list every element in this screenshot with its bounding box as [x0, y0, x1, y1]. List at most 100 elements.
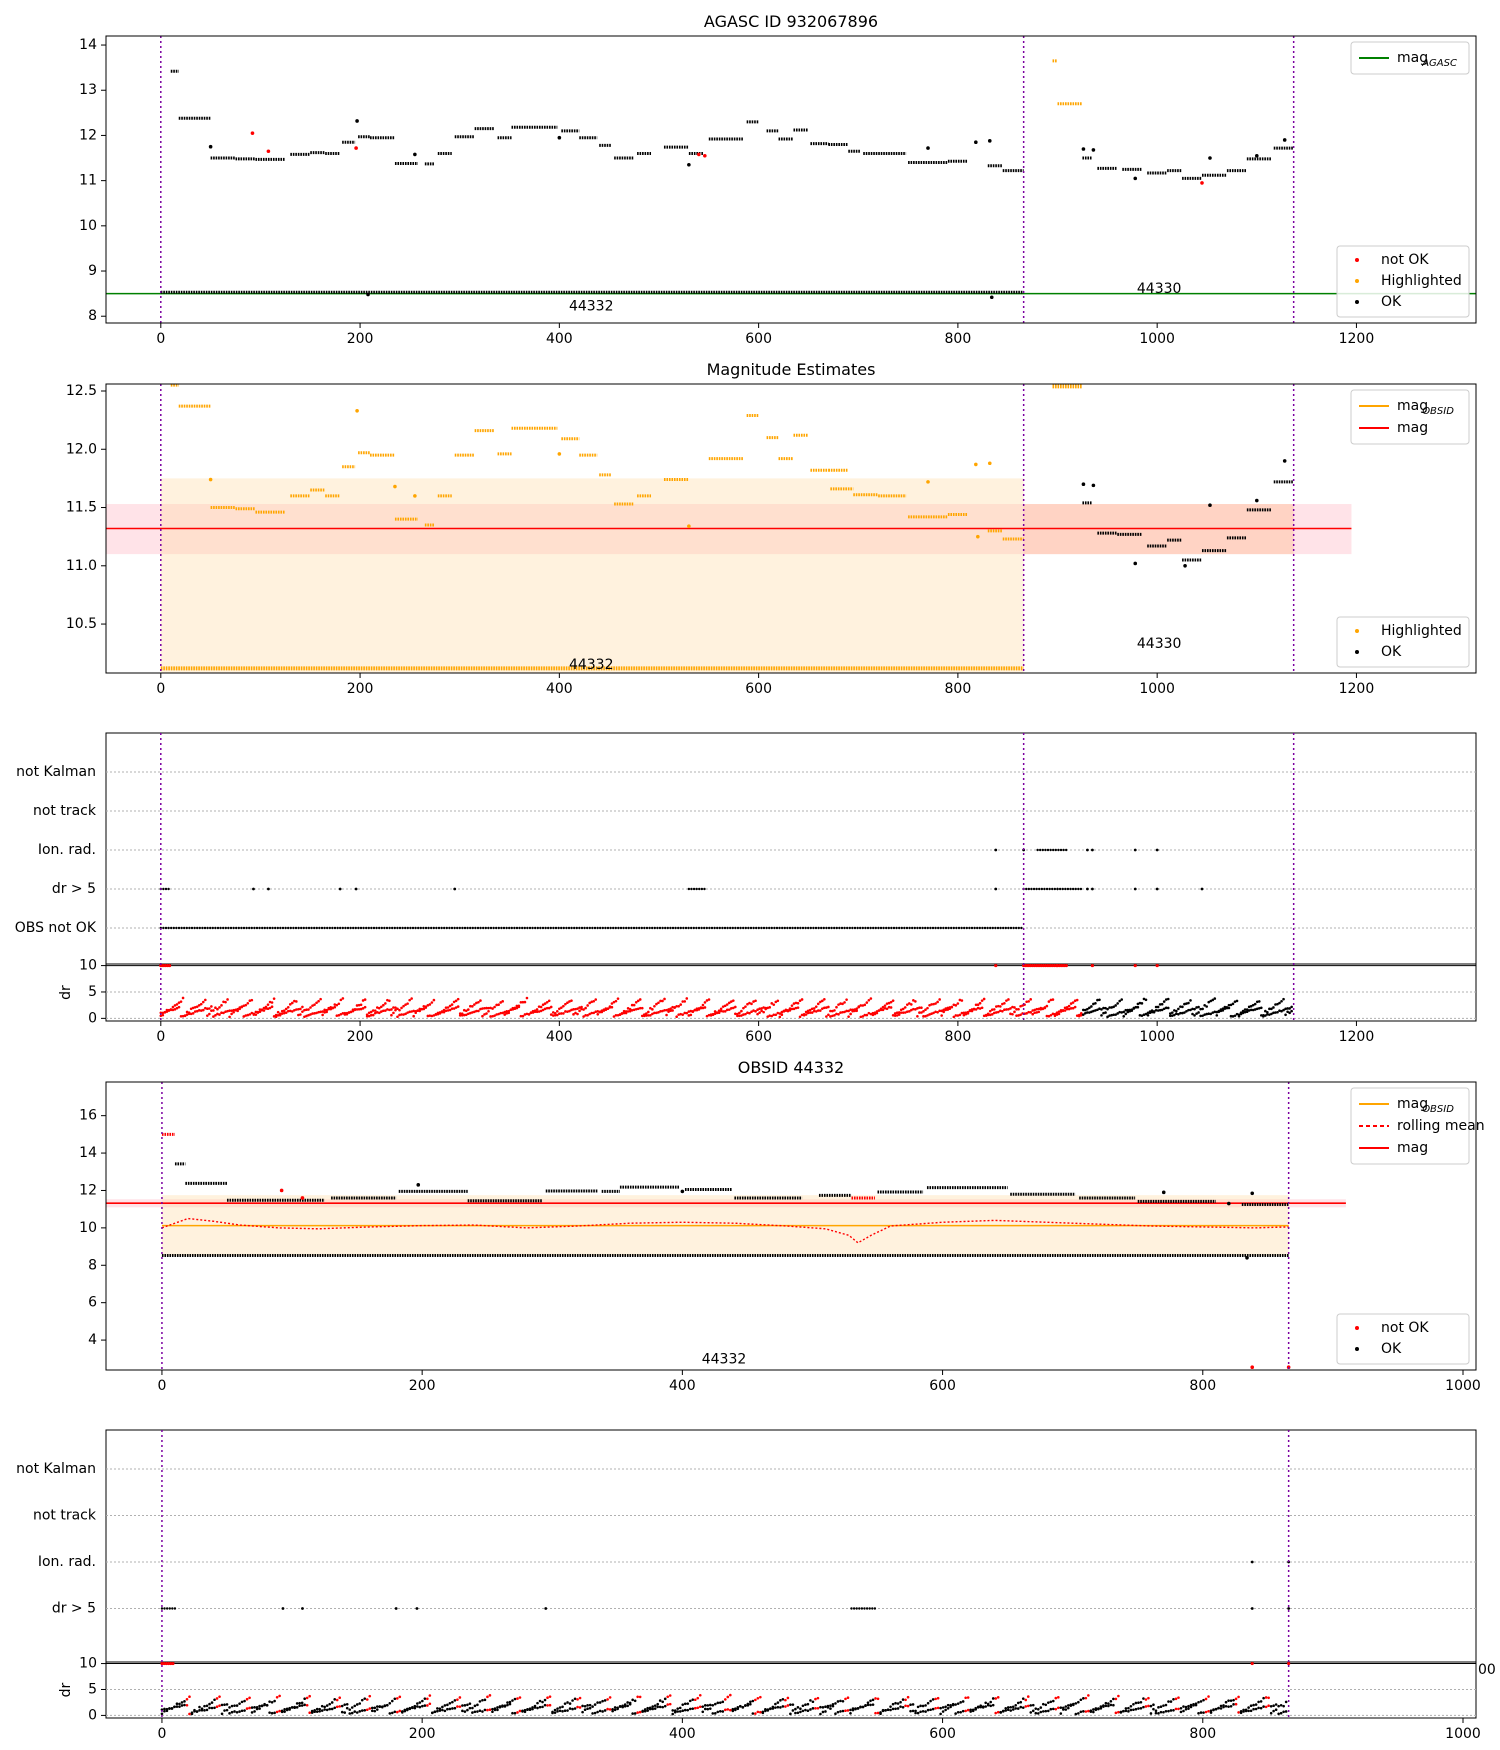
- dr-point: [628, 1009, 632, 1013]
- dr-point: [1017, 1014, 1020, 1017]
- dr-point: [638, 998, 642, 1001]
- dr-point: [877, 1009, 881, 1012]
- dr-point: [1158, 1008, 1162, 1012]
- dr-point: [837, 1003, 840, 1006]
- dr-point: [270, 1001, 274, 1004]
- flag-marker: [885, 926, 888, 930]
- dr-point: [776, 999, 780, 1003]
- x-tick-label: 600: [745, 681, 772, 697]
- flags-plot-area: [105, 1429, 1477, 1663]
- dr-point: [313, 1710, 316, 1714]
- dr-point: [721, 1700, 725, 1704]
- flag-label: OBS not OK: [15, 920, 97, 936]
- flag-marker: [955, 926, 958, 930]
- dr-point: [179, 1015, 183, 1018]
- dr-point: [363, 1697, 367, 1700]
- dr-point: [636, 1711, 639, 1714]
- dr-point: [834, 1702, 837, 1705]
- dr-point: [230, 1710, 234, 1714]
- dr-point: [1139, 1700, 1143, 1704]
- dr-point: [721, 1010, 725, 1013]
- flag-marker: [788, 926, 792, 930]
- flag-marker: [968, 926, 971, 930]
- flag-marker: [762, 926, 766, 930]
- dr-point: [836, 1710, 840, 1714]
- dr-point: [493, 1707, 497, 1710]
- data-point: [926, 480, 930, 484]
- dr-point: [696, 1706, 700, 1710]
- dr-point: [1209, 1012, 1213, 1016]
- flag-marker: [188, 926, 191, 930]
- data-point: [1250, 1191, 1255, 1196]
- dr-point: [614, 999, 618, 1003]
- flag-marker: [827, 926, 831, 930]
- dr-point: [1225, 1006, 1229, 1010]
- dr-point: [969, 1708, 972, 1712]
- dr-point: [1205, 1012, 1208, 1016]
- dr-overflow-marker: [1060, 963, 1064, 968]
- dr-point: [426, 1704, 429, 1707]
- dr-point: [663, 1697, 667, 1701]
- dr-point: [804, 1703, 807, 1707]
- dr-point: [1280, 999, 1283, 1003]
- dr-point: [1221, 1007, 1225, 1011]
- flag-marker: [320, 926, 324, 930]
- dr-point: [1249, 1004, 1253, 1008]
- dr-point: [224, 1010, 227, 1014]
- flag-marker: [926, 926, 929, 930]
- flag-marker: [846, 926, 849, 930]
- dr-point: [458, 1012, 462, 1015]
- dr-point: [1179, 1005, 1182, 1008]
- dr-point: [1204, 1710, 1208, 1714]
- dr-point: [964, 1709, 967, 1713]
- legend-label: rolling mean: [1397, 1118, 1485, 1134]
- dr-point: [789, 1703, 792, 1706]
- dr-point: [776, 1701, 780, 1704]
- dr-point: [1167, 1709, 1170, 1713]
- dr-overflow-marker: [1026, 963, 1030, 968]
- dr-point: [798, 1015, 802, 1019]
- dr-point: [1199, 1014, 1202, 1018]
- flag-marker: [430, 926, 433, 930]
- legend-point-swatch: [1355, 300, 1359, 304]
- dr-point: [1202, 1698, 1205, 1702]
- flag-marker: [531, 926, 534, 930]
- dr-point: [1187, 1704, 1190, 1708]
- dr-point: [248, 1696, 251, 1700]
- dr-point: [432, 1014, 436, 1017]
- dr-point: [561, 1710, 564, 1713]
- dr-point: [1257, 1700, 1260, 1704]
- dr-point: [641, 1710, 644, 1713]
- dr-point: [329, 1007, 333, 1011]
- legend-point-swatch: [1355, 279, 1359, 283]
- flag-marker: [164, 887, 168, 891]
- dr-point: [1177, 1707, 1180, 1711]
- dr-point: [1108, 1006, 1111, 1009]
- flag-marker: [565, 926, 568, 930]
- dr-point: [769, 1707, 772, 1711]
- dr-point: [456, 1698, 459, 1701]
- flag-marker: [1062, 848, 1065, 852]
- dr-point: [954, 1712, 957, 1715]
- dr-point: [252, 1012, 256, 1016]
- dr-point: [653, 1707, 657, 1710]
- dr-point: [961, 1709, 965, 1713]
- dr-point: [521, 1014, 525, 1018]
- dr-point: [508, 1702, 512, 1706]
- dr-point: [808, 1008, 812, 1012]
- dr-point: [656, 1705, 659, 1709]
- dr-point: [1083, 1011, 1087, 1015]
- dr-point: [549, 1005, 553, 1009]
- dr-point: [333, 1003, 337, 1006]
- dr-point: [603, 1699, 607, 1702]
- flag-marker: [279, 926, 282, 930]
- dr-point: [588, 1001, 591, 1005]
- data-point: [1133, 561, 1138, 566]
- dr-point: [1201, 1007, 1204, 1011]
- dr-point: [713, 1712, 717, 1715]
- dr-point: [974, 1706, 977, 1710]
- flag-marker: [162, 887, 165, 891]
- dr-point: [1247, 1009, 1251, 1012]
- dr-point: [168, 1707, 171, 1710]
- dr-point: [596, 1701, 599, 1704]
